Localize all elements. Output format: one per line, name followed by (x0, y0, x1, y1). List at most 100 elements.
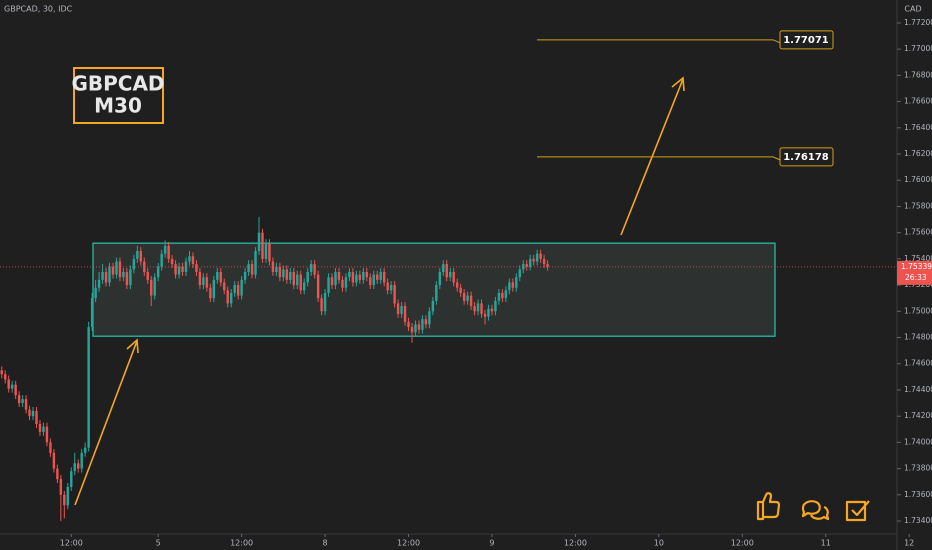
candle-body (104, 271, 108, 283)
candle-body (10, 384, 14, 389)
x-tick-label: 12 (904, 539, 914, 548)
candle-body (334, 271, 337, 286)
candle-body (348, 271, 351, 278)
candle-body (181, 266, 184, 272)
candle-body (223, 282, 226, 291)
candle-body (466, 295, 469, 301)
candle-body (268, 243, 271, 262)
candle-body (21, 399, 24, 404)
candle-body (442, 264, 445, 272)
y-tick-label: 1.75800 (904, 201, 932, 210)
candle-body (518, 269, 521, 278)
x-tick-label: 10 (654, 539, 664, 548)
candle-body (379, 271, 382, 280)
candle-body (365, 271, 369, 278)
candle-body (393, 285, 396, 304)
annotation-text: M30 (94, 94, 142, 118)
candle-body (111, 266, 115, 275)
like-icon[interactable] (756, 492, 781, 521)
candle-body (369, 277, 372, 286)
candle-body (188, 256, 191, 262)
candle-body (195, 264, 198, 272)
candle-body (522, 264, 525, 270)
candle-body (233, 285, 236, 293)
candle-body (497, 292, 501, 301)
y-tick-label: 1.73400 (904, 516, 932, 525)
candle-body (494, 300, 497, 312)
candle-body (278, 266, 282, 278)
candle-body (132, 258, 136, 270)
candle-body (344, 277, 348, 288)
candle-body (323, 292, 327, 312)
candle-body (236, 285, 240, 296)
candle-body (257, 232, 261, 252)
candle-body (87, 327, 90, 448)
candle-body (250, 264, 254, 275)
annotation-text: GBPCAD (71, 72, 164, 96)
candle-body (414, 324, 417, 333)
candle-body (469, 295, 473, 307)
candle-body (438, 271, 442, 286)
candle-body (320, 298, 323, 312)
y-tick-label: 1.77200 (904, 18, 932, 27)
target-box (779, 30, 834, 50)
candle-body (372, 274, 375, 286)
target-label: 1.77071 (783, 35, 829, 46)
candle-body (28, 409, 31, 417)
candle-body (302, 282, 306, 291)
candle-body (70, 471, 73, 487)
candle-body (483, 313, 487, 317)
candle-body (42, 426, 45, 432)
candle-body (292, 271, 296, 286)
candle-body (421, 319, 424, 330)
candle-body (282, 269, 285, 278)
candle-body (417, 324, 421, 330)
candle-body (139, 251, 143, 262)
candle-body (243, 271, 247, 280)
candle-body (539, 253, 542, 259)
candle-body (17, 395, 21, 404)
y-tick-label: 1.76400 (904, 123, 932, 132)
currency-label: CAD (904, 5, 921, 14)
candle-body (515, 277, 518, 288)
candle-body (125, 271, 129, 286)
target-label: 1.76178 (783, 152, 829, 163)
candle-body (490, 308, 494, 312)
y-tick-label: 1.73600 (904, 490, 932, 499)
candle-body (542, 258, 546, 265)
candle-body (299, 274, 302, 291)
candle-body (455, 282, 459, 288)
y-tick-label: 1.76600 (904, 97, 932, 106)
candle-body (424, 319, 428, 325)
candle-body (330, 277, 334, 286)
annotation-box (73, 67, 164, 124)
candle-body (83, 447, 87, 453)
candle-body (63, 494, 66, 506)
candle-body (504, 290, 508, 299)
comment-icon[interactable] (801, 500, 830, 521)
candle-body (487, 308, 490, 317)
candle-body (261, 232, 264, 259)
check-icon[interactable] (845, 500, 870, 522)
last-price-box (897, 260, 932, 285)
candle-body (351, 271, 355, 283)
y-tick-label: 1.74600 (904, 359, 932, 368)
candle-body (264, 243, 268, 259)
candle-body (3, 374, 7, 380)
x-tick-label: 12:00 (397, 539, 420, 548)
candle-body (97, 279, 101, 288)
y-tick-label: 1.76800 (904, 70, 932, 79)
candle-body (160, 253, 163, 267)
candle-body (191, 256, 195, 265)
candle-body (198, 271, 202, 286)
candle-body (358, 274, 362, 280)
y-tick-label: 1.73800 (904, 464, 932, 473)
candle-body (501, 292, 504, 299)
candle-body (122, 271, 125, 278)
candle-body (445, 264, 448, 278)
candle-body (271, 261, 275, 272)
candle-body (45, 426, 49, 443)
candle-body (90, 298, 94, 328)
x-tick-label: 8 (323, 539, 328, 548)
candle-body (306, 271, 309, 283)
